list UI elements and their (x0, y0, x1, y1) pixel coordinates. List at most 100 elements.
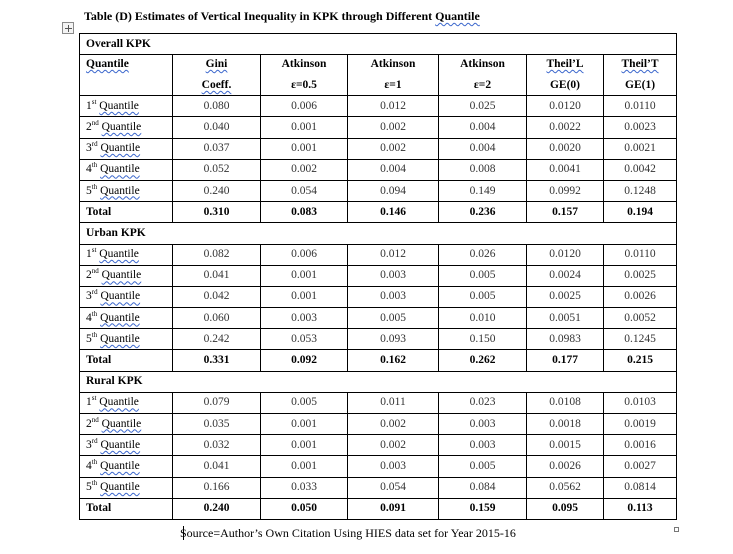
quantile-word: Quantile (100, 184, 140, 197)
text-cursor (183, 526, 184, 540)
total-cell: 0.091 (347, 497, 439, 520)
table-row: 2nd Quantile 0.035 0.001 0.002 0.003 0.0018 0.… (79, 412, 678, 436)
quantile-ordinal: 4 (86, 459, 92, 472)
table-cell: 0.006 (260, 95, 348, 118)
quantile-label: 4th Quantile (79, 455, 173, 478)
table-cell: 0.023 (438, 391, 527, 415)
column-header-line2: ε=2 (473, 79, 492, 92)
section-header-row: Rural KPK (78, 370, 678, 393)
table-cell: 0.041 (172, 264, 261, 287)
table-cell: 0.004 (438, 116, 527, 139)
table-cell: 0.166 (172, 476, 261, 499)
quantile-ordinal-suffix: rd (91, 140, 98, 149)
table-row: 4th Quantile 0.060 0.003 0.005 0.010 0.0051 0.… (79, 307, 678, 330)
quantile-word: Quantile (101, 269, 142, 282)
table-move-handle-icon[interactable] (62, 22, 74, 34)
quantile-ordinal-suffix: th (91, 161, 98, 170)
table-cell: 0.0120 (526, 95, 604, 118)
column-header-line2: ε=1 (384, 79, 402, 92)
table-cell: 0.002 (347, 412, 439, 436)
table-cell: 0.002 (347, 137, 439, 160)
table-cell: 0.0110 (602, 95, 678, 118)
table-cell: 0.005 (260, 391, 348, 415)
table-cell: 0.003 (347, 285, 439, 309)
quantile-ordinal: 3 (86, 290, 92, 303)
table-row: 4th Quantile 0.052 0.002 0.004 0.008 0.0041 0.… (79, 158, 678, 181)
quantile-word: Quantile (99, 396, 139, 409)
table-cell: 0.002 (260, 158, 348, 181)
quantile-ordinal-suffix: th (91, 458, 98, 467)
table-resize-handle[interactable] (674, 527, 679, 532)
section-header-row: Urban KPK (78, 222, 678, 245)
table-cell: 0.001 (260, 137, 348, 160)
quantile-ordinal-suffix: nd (91, 119, 99, 128)
table-cell: 0.1248 (602, 179, 678, 203)
quantile-label: 4th Quantile (79, 307, 173, 330)
table-cell: 0.010 (438, 307, 527, 330)
table-cell: 0.240 (172, 179, 261, 203)
quantile-word: Quantile (100, 332, 140, 345)
column-header: Theil’L GE(0) (526, 54, 604, 97)
table-cell: 0.0022 (526, 116, 604, 139)
total-cell: 0.331 (172, 349, 261, 372)
table-cell: 0.005 (347, 307, 439, 330)
table-cell: 0.004 (438, 137, 527, 160)
table-cell: 0.008 (438, 158, 527, 181)
total-row: Total 0.331 0.092 0.162 0.262 0.177 0.215 (79, 349, 678, 372)
table-cell: 0.001 (260, 412, 348, 436)
table-cell: 0.042 (172, 285, 261, 309)
quantile-ordinal: 4 (86, 163, 92, 176)
table-cell: 0.006 (260, 243, 348, 266)
table-cell: 0.040 (172, 116, 261, 139)
table-cell: 0.0020 (526, 137, 604, 160)
total-cell: 0.113 (602, 497, 678, 520)
table-cell: 0.041 (172, 455, 261, 478)
column-header-line2: Coeff. (201, 79, 232, 92)
section-title: Overall KPK (78, 32, 678, 56)
total-row: Total 0.310 0.083 0.146 0.236 0.157 0.194 (79, 201, 678, 224)
quantile-label: 5th Quantile (79, 476, 173, 499)
quantile-word: Quantile (100, 438, 141, 451)
table-cell: 0.003 (347, 455, 439, 478)
total-label: Total (79, 497, 173, 520)
table-cell: 0.082 (172, 243, 261, 266)
table-cell: 0.035 (172, 412, 261, 436)
quantile-ordinal: 5 (86, 481, 92, 494)
quantile-word: Quantile (100, 311, 140, 324)
table-cell: 0.060 (172, 307, 261, 330)
quantile-ordinal: 3 (86, 438, 92, 451)
table-cell: 0.242 (172, 328, 261, 351)
table-cell: 0.054 (260, 179, 348, 203)
total-cell: 0.177 (526, 349, 604, 372)
quantile-ordinal: 4 (86, 311, 92, 324)
quantile-word: Quantile (100, 290, 141, 303)
quantile-ordinal: 3 (86, 142, 92, 155)
table-cell: 0.003 (438, 434, 527, 457)
table-row: 2nd Quantile 0.040 0.001 0.002 0.004 0.0022 0.… (79, 116, 678, 139)
quantile-word: Quantile (99, 248, 139, 261)
table-cell: 0.0051 (526, 307, 604, 330)
table-cell: 0.012 (347, 243, 439, 266)
quantile-ordinal-suffix: th (91, 309, 98, 318)
table-cell: 0.0108 (526, 391, 604, 415)
quantile-label: 2nd Quantile (79, 116, 173, 139)
total-cell: 0.095 (526, 497, 604, 520)
table-cell: 0.0052 (602, 307, 678, 330)
table-cell: 0.005 (438, 285, 527, 309)
table-row: 5th Quantile 0.166 0.033 0.054 0.084 0.0562 0.… (79, 476, 678, 499)
quantile-word: Quantile (100, 459, 140, 472)
column-header-line1: Atkinson (370, 58, 416, 71)
table-cell: 0.0814 (602, 476, 678, 499)
column-header: Atkinson ε=1 (347, 54, 439, 97)
table-cell: 0.0041 (526, 158, 604, 181)
table-row: 4th Quantile 0.041 0.001 0.003 0.005 0.0026 0.… (79, 455, 678, 478)
table-cell: 0.093 (347, 328, 439, 351)
table-cell: 0.012 (347, 95, 439, 118)
quantile-ordinal-suffix: rd (91, 436, 98, 445)
column-header-quantile: Quantile (79, 54, 173, 97)
quantile-ordinal-suffix: st (91, 97, 97, 106)
table-cell: 0.001 (260, 116, 348, 139)
column-header-row: Quantile Gini Coeff. Atkinson ε=0.5 Atkinson ε… (79, 54, 678, 97)
column-header-line1: Theil’T (621, 58, 659, 71)
table-cell: 0.002 (347, 434, 439, 457)
